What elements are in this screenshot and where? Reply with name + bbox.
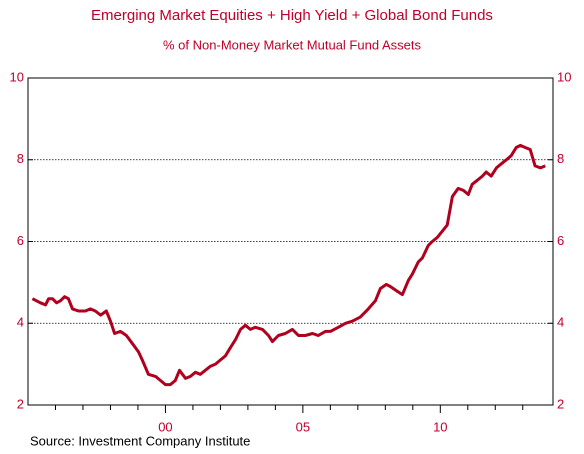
y-tick-label: 4 <box>17 315 24 330</box>
y2-tick-label: 10 <box>557 69 571 84</box>
chart-title: Emerging Market Equities + High Yield + … <box>91 7 493 24</box>
y-tick-label: 6 <box>17 233 24 248</box>
y-tick-label: 2 <box>17 396 24 411</box>
y2-tick-label: 8 <box>557 151 564 166</box>
y2-tick-label: 2 <box>557 396 564 411</box>
x-tick-label: 00 <box>158 419 172 434</box>
y2-tick-label: 4 <box>557 315 564 330</box>
y-tick-label: 8 <box>17 151 24 166</box>
y2-tick-label: 6 <box>557 233 564 248</box>
chart-subtitle: % of Non-Money Market Mutual Fund Assets <box>163 37 421 52</box>
data-line <box>31 143 546 387</box>
y-tick-label: 10 <box>10 69 24 84</box>
source: Source: Investment Company Institute <box>30 433 250 448</box>
x-tick-label: 10 <box>433 419 447 434</box>
x-tick-label: 05 <box>296 419 310 434</box>
